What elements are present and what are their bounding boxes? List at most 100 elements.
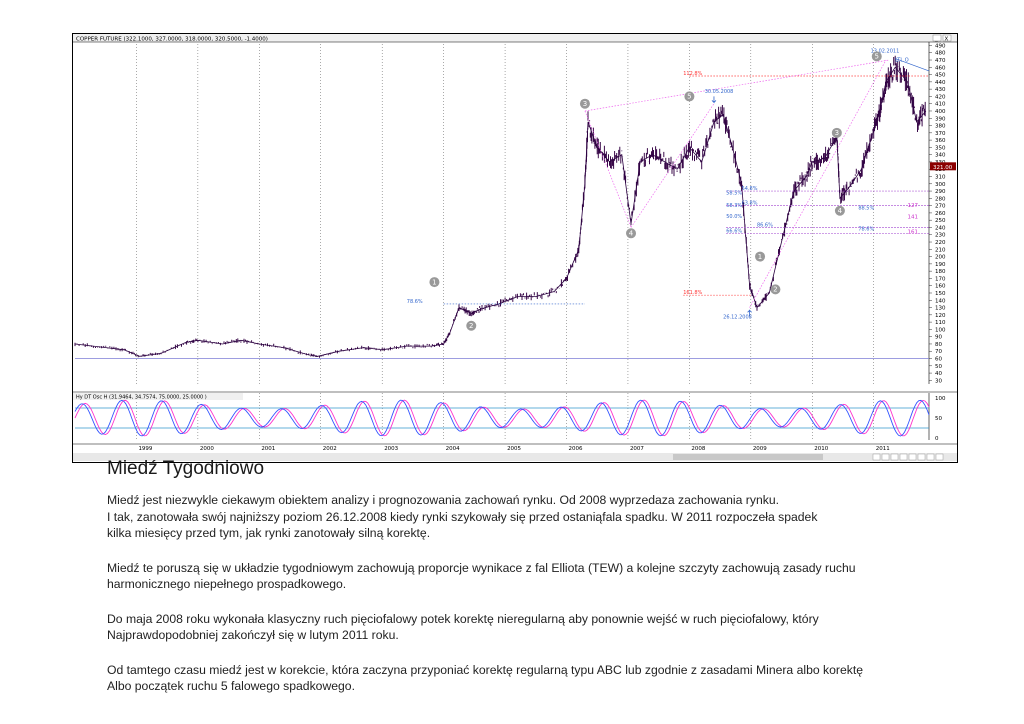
x-tick-label: 2005: [507, 446, 521, 452]
x-tick-label: 1999: [138, 446, 152, 452]
y-tick-label: 470: [935, 58, 946, 64]
arrow-icon: [711, 96, 717, 104]
y-tick-label: 250: [935, 218, 946, 224]
toolbar-button[interactable]: [917, 453, 926, 461]
toolbar-button[interactable]: [881, 453, 890, 461]
wave-marker: [429, 277, 440, 288]
fib-level-label: 63.8%: [742, 201, 758, 207]
wave-marker: [684, 91, 695, 102]
y-tick-label: 260: [935, 211, 946, 217]
article-paragraph-4: Od tamtego czasu miedź jest w korekcie, …: [107, 662, 863, 694]
y-tick-label: 100: [935, 327, 946, 333]
osc-tick-label: 0: [935, 436, 939, 442]
fib-label: 50.0%: [726, 214, 742, 220]
toolbar-button[interactable]: [899, 453, 908, 461]
wave-label: 2: [773, 286, 777, 294]
osc-tick-label: 100: [935, 396, 946, 402]
wave-label: 5: [687, 93, 691, 101]
fib-label: 161: [907, 229, 918, 235]
y-tick-label: 450: [935, 73, 946, 79]
minimize-button[interactable]: [932, 34, 942, 42]
osc-title: Hy DT Osc H (31.9464, 34.7574, 75.0000, …: [76, 395, 207, 401]
y-tick-label: 310: [935, 175, 946, 181]
fib-label: 78.6%: [858, 226, 874, 232]
x-tick-label: 2002: [323, 446, 337, 452]
article-title: Miedź Tygodniowo: [107, 458, 265, 479]
wave-marker: [755, 251, 766, 262]
arrow-icon: [747, 309, 752, 317]
y-tick-label: 430: [935, 87, 946, 93]
y-tick-label: 270: [935, 204, 946, 210]
peak-date-label: 30.05.2008: [705, 89, 734, 95]
fib-level-label: 112.8%: [683, 71, 702, 77]
y-tick-label: 110: [935, 320, 946, 326]
y-tick-label: 210: [935, 247, 946, 253]
peak-date-label: 13.02.2011: [871, 49, 900, 55]
toolbar-button[interactable]: [935, 453, 944, 461]
article-paragraph-1: Miedź jest niezwykle ciekawym obiektem a…: [107, 493, 818, 540]
scrollbar-thumb[interactable]: [673, 454, 823, 460]
wave-marker: [834, 205, 845, 216]
y-tick-label: 280: [935, 196, 946, 202]
y-tick-label: 40: [935, 371, 942, 377]
fib-label: 58.3%: [726, 203, 742, 209]
y-tick-label: 220: [935, 240, 946, 246]
y-tick-label: 50: [935, 364, 942, 370]
article: Miedź Tygodniowo Miedź jest niezwykle ci…: [107, 458, 967, 713]
y-tick-label: 370: [935, 131, 946, 137]
toolbar-button[interactable]: [890, 453, 899, 461]
wave-label: 3: [835, 129, 839, 137]
x-tick-label: 2008: [691, 446, 705, 452]
price-badge: [930, 162, 956, 171]
y-tick-label: 460: [935, 65, 946, 71]
minimize-icon: _: [934, 36, 938, 42]
x-tick-label: 2004: [446, 446, 460, 452]
fib-label: 58.5%: [726, 191, 742, 197]
article-paragraph-3: Do maja 2008 roku wykonała klasyczny ruc…: [107, 611, 819, 643]
wave-marker: [871, 51, 882, 62]
fib-label: 127: [907, 203, 918, 209]
ltl-line: [895, 58, 930, 72]
trendline: [630, 103, 715, 228]
fib-label: 141: [907, 215, 918, 221]
ltl-label: LTL O: [895, 57, 909, 63]
wave-marker: [626, 228, 637, 239]
y-tick-label: 420: [935, 94, 946, 100]
wave-marker: [579, 98, 590, 109]
y-tick-label: 390: [935, 116, 946, 122]
price-series: [74, 55, 926, 358]
wave-label: 5: [875, 53, 879, 61]
y-tick-label: 70: [935, 349, 942, 355]
y-tick-label: 60: [935, 357, 942, 363]
y-tick-label: 160: [935, 284, 946, 290]
x-tick-label: 2009: [753, 446, 767, 452]
y-tick-label: 190: [935, 262, 946, 268]
osc-series-2: [74, 399, 930, 437]
toolbar-button[interactable]: [908, 453, 917, 461]
x-tick-label: 2006: [569, 446, 583, 452]
y-tick-label: 360: [935, 138, 946, 144]
wave-marker: [831, 127, 842, 138]
y-tick-label: 300: [935, 182, 946, 188]
y-tick-label: 170: [935, 276, 946, 282]
osc-tick-label: 50: [935, 416, 942, 422]
wave-marker: [466, 320, 477, 331]
y-tick-label: 490: [935, 43, 946, 49]
wave-label: 1: [432, 278, 436, 286]
y-tick-label: 340: [935, 153, 946, 159]
fib-level-label: 161.8%: [683, 290, 702, 296]
close-button[interactable]: [942, 34, 952, 42]
y-tick-label: 90: [935, 335, 942, 341]
toolbar-button[interactable]: [926, 453, 935, 461]
y-tick-label: 180: [935, 269, 946, 275]
osc-titlebar: [73, 393, 243, 400]
toolbar-button[interactable]: [872, 453, 881, 461]
horizontal-scrollbar[interactable]: [73, 453, 957, 461]
x-tick-label: 2003: [384, 446, 398, 452]
fib-level-label: 78.6%: [407, 299, 423, 305]
x-tick-label: 2011: [876, 446, 890, 452]
y-tick-label: 350: [935, 145, 946, 151]
y-tick-label: 400: [935, 109, 946, 115]
wave-marker: [770, 284, 781, 295]
low-date-label: 26.12.2008: [723, 314, 752, 320]
